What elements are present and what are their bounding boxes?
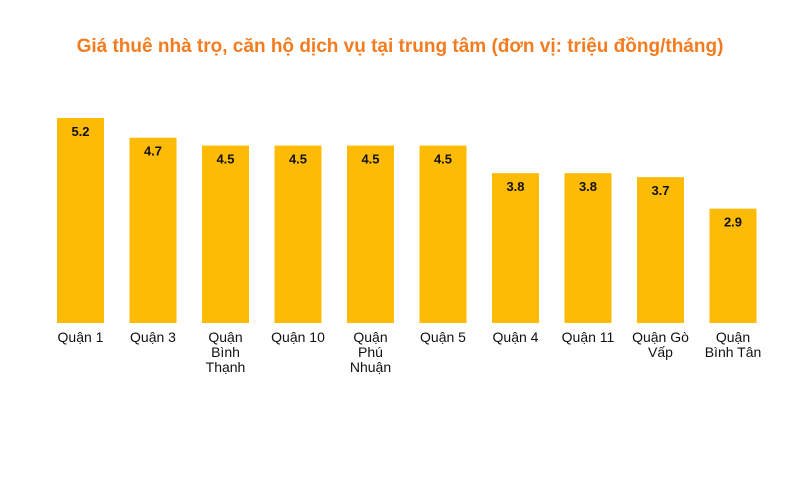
category-label-6: Quận 5 (420, 329, 466, 345)
bar-1 (57, 118, 104, 323)
category-label-line: Quận 4 (493, 329, 539, 345)
category-label-line: Vấp (648, 344, 673, 360)
category-label-line: Phú (358, 344, 383, 360)
category-label-line: Bình Tân (705, 344, 762, 360)
bar-2 (129, 137, 177, 323)
category-label-line: Bình (211, 344, 240, 360)
category-label-line: Quận 10 (271, 329, 325, 345)
value-label-8: 3.8 (579, 179, 597, 194)
category-label-line: Nhuận (350, 359, 391, 375)
bar-4 (274, 145, 322, 323)
bar-5 (347, 145, 394, 323)
bar-6 (419, 145, 467, 323)
value-label-7: 3.8 (506, 179, 524, 194)
value-label-1: 5.2 (71, 124, 89, 139)
category-label-10: Quận Bình Tân (705, 329, 762, 360)
value-label-4: 4.5 (289, 152, 307, 167)
category-label-line: Quận 5 (420, 329, 466, 345)
category-label-line: Thạnh (206, 359, 246, 375)
bar-9 (637, 177, 684, 323)
chart-title: Giá thuê nhà trọ, căn hộ dịch vụ tại tru… (76, 36, 724, 57)
category-label-line: Quận 11 (562, 329, 615, 345)
category-label-4: Quận 10 (271, 329, 325, 345)
bar-7 (492, 173, 539, 323)
category-label-line: Quận (716, 329, 750, 345)
category-label-8: Quận 11 (562, 329, 615, 345)
category-label-line: Quận 3 (130, 329, 176, 345)
category-label-9: Quận Gò Vấp (632, 329, 689, 360)
value-label-3: 4.5 (216, 152, 234, 167)
category-label-5: Quận Phú Nhuận (350, 329, 391, 375)
category-label-2: Quận 3 (130, 329, 176, 345)
category-label-7: Quận 4 (493, 329, 539, 345)
value-label-6: 4.5 (434, 152, 452, 167)
category-label-line: Quận (208, 329, 242, 345)
bar-3 (202, 145, 249, 323)
value-label-5: 4.5 (361, 152, 379, 167)
category-label-line: Quận (353, 329, 387, 345)
category-label-line: Quận Gò (632, 329, 689, 345)
value-label-9: 3.7 (651, 183, 669, 198)
category-label-1: Quận 1 (58, 329, 104, 345)
value-label-10: 2.9 (724, 215, 742, 230)
bar-10 (709, 208, 757, 323)
value-label-2: 4.7 (144, 144, 162, 159)
category-label-3: Quận Bình Thạnh (206, 329, 246, 375)
category-label-line: Quận 1 (58, 329, 104, 345)
bar-8 (564, 173, 612, 323)
